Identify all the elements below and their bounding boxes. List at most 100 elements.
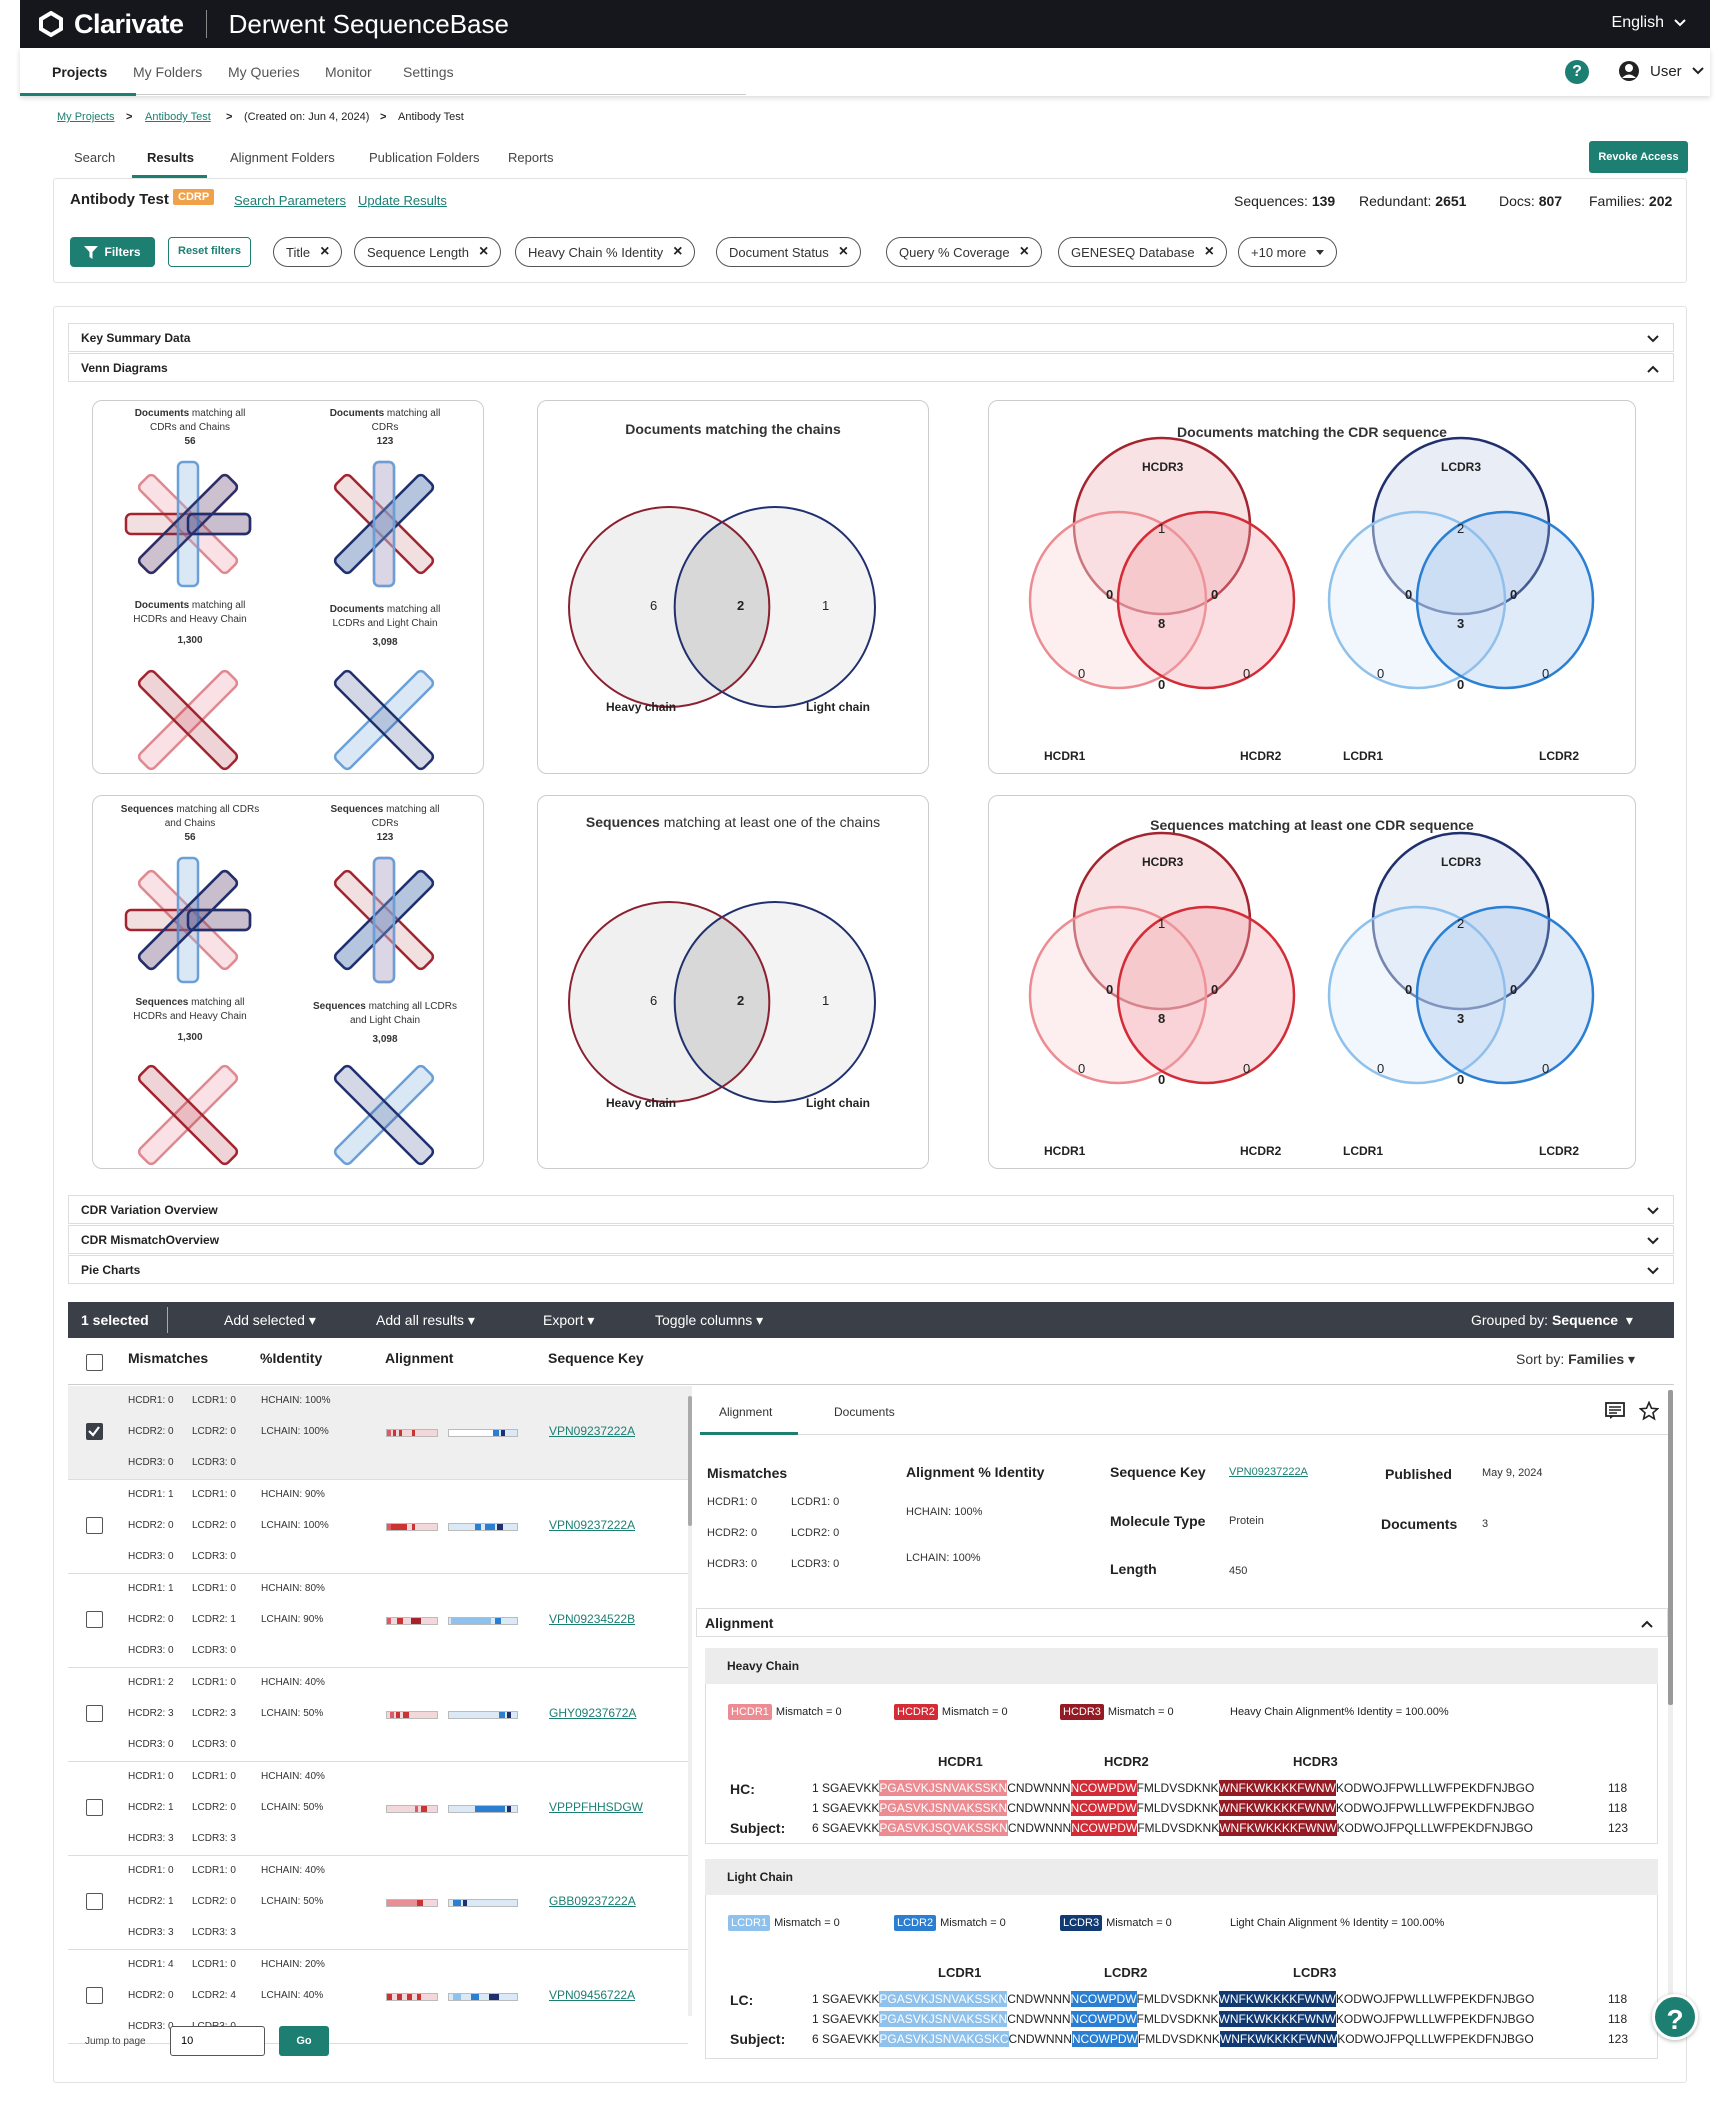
sequence-line: 1 SGAEVKKPGASVKJSNVAKSSKNCNDWNNNNCOWPDWF… — [812, 1800, 1534, 1816]
chains-venn-docs — [568, 506, 876, 708]
update-results-link[interactable]: Update Results — [358, 193, 447, 208]
table-row[interactable]: HCDR1: 0 HCDR2: 0 HCDR3: 0 LCDR1: 0 LCDR2: 0… — [68, 1386, 688, 1480]
filter-chip[interactable]: Sequence Length × — [354, 237, 502, 267]
accordion-key-summary[interactable]: Key Summary Data — [68, 323, 1674, 352]
table-row[interactable]: HCDR1: 4 HCDR2: 0 HCDR3: 0 LCDR1: 0 LCDR2: 4… — [68, 1950, 688, 2044]
logo[interactable]: Clarivate Derwent SequenceBase — [38, 8, 509, 40]
row-sequence-key-link[interactable]: VPN09237222A — [549, 1424, 636, 1438]
filter-chip[interactable]: Document Status × — [716, 237, 862, 267]
alignment-section-header[interactable]: Alignment — [696, 1608, 1668, 1637]
detail-scrollbar[interactable] — [1668, 1390, 1673, 1705]
table-row[interactable]: HCDR1: 2 HCDR2: 3 HCDR3: 0 LCDR1: 0 LCDR2: 3… — [68, 1668, 688, 1762]
row-checkbox[interactable] — [86, 1611, 103, 1628]
row-checkbox[interactable] — [86, 1705, 103, 1722]
close-icon[interactable]: × — [1019, 243, 1029, 260]
cdr-legend-item: LCDR1 Mismatch = 0 — [728, 1915, 840, 1931]
star-icon[interactable] — [1639, 1401, 1659, 1421]
filter-chip[interactable]: Title × — [273, 237, 343, 267]
detail-tab-alignment[interactable]: Alignment — [719, 1405, 773, 1419]
close-icon[interactable]: × — [320, 243, 330, 260]
close-icon[interactable]: × — [478, 243, 489, 260]
jump-to-page-input[interactable] — [170, 2026, 265, 2056]
add-all-results-button[interactable]: Add all results ▾ — [376, 1312, 475, 1328]
user-menu[interactable]: User — [1618, 60, 1704, 82]
close-icon[interactable]: × — [1204, 243, 1214, 260]
detail-sequence-key-link[interactable]: VPN09237222A — [1229, 1466, 1308, 1478]
alignment-segment — [453, 1994, 461, 2000]
filter-chip[interactable]: Query % Coverage × — [886, 237, 1042, 267]
alignment-segment — [499, 1712, 505, 1718]
nav-my-queries[interactable]: My Queries — [228, 64, 300, 80]
search-parameters-link[interactable]: Search Parameters — [234, 193, 346, 208]
toggle-columns-button[interactable]: Toggle columns ▾ — [655, 1312, 764, 1328]
row-checkbox[interactable] — [86, 1517, 103, 1534]
grouped-by-selector[interactable]: Grouped by: Sequence ▾ — [1471, 1312, 1633, 1328]
help-icon[interactable]: ? — [1565, 60, 1589, 84]
select-all-checkbox[interactable] — [86, 1354, 103, 1371]
cross-label: Documents matching all CDRs 123 — [305, 407, 465, 449]
row-sequence-key-link[interactable]: GBB09237222A — [549, 1894, 636, 1908]
tab-results[interactable]: Results — [147, 150, 194, 165]
sequence-start: 1 — [812, 1992, 823, 2006]
table-row[interactable]: HCDR1: 0 HCDR2: 1 HCDR3: 3 LCDR1: 0 LCDR2: 0… — [68, 1762, 688, 1856]
close-icon[interactable]: × — [838, 243, 849, 260]
column-header-identity[interactable]: %Identity — [260, 1350, 323, 1366]
language-selector[interactable]: English — [1612, 14, 1686, 32]
heavy-alignment-bar — [386, 1617, 438, 1625]
accordion-cdr-mismatch[interactable]: CDR MismatchOverview — [68, 1225, 1674, 1254]
cross-label-bold: Sequences — [120, 804, 174, 815]
alignment-segment — [391, 1524, 407, 1530]
breadcrumb-project[interactable]: Antibody Test — [145, 111, 211, 123]
row-checkbox[interactable] — [86, 1987, 103, 2004]
list-scrollbar[interactable] — [688, 1396, 692, 1526]
nav-my-folders[interactable]: My Folders — [133, 64, 203, 80]
table-row[interactable]: HCDR1: 0 HCDR2: 1 HCDR3: 3 LCDR1: 0 LCDR2: 0… — [68, 1856, 688, 1950]
column-header-mismatches[interactable]: Mismatches — [128, 1350, 209, 1366]
comment-icon[interactable] — [1605, 1402, 1625, 1420]
tab-alignment-folders[interactable]: Alignment Folders — [230, 150, 335, 165]
close-icon[interactable]: × — [673, 243, 683, 260]
tab-publication-folders[interactable]: Publication Folders — [369, 150, 480, 165]
floating-help-button[interactable]: ? — [1652, 1994, 1698, 2040]
accordion-pie-charts[interactable]: Pie Charts — [68, 1255, 1674, 1284]
filter-chip[interactable]: GENESEQ Database × — [1058, 237, 1227, 267]
filters-button[interactable]: Filters — [70, 237, 155, 267]
nav-projects[interactable]: Projects — [52, 64, 108, 80]
tab-search[interactable]: Search — [74, 150, 116, 165]
venn-region-value: 1 — [822, 993, 830, 1008]
detail-tab-documents[interactable]: Documents — [834, 1405, 895, 1419]
chains-venn-seq — [568, 901, 876, 1103]
revoke-access-button[interactable]: Revoke Access — [1589, 141, 1688, 173]
table-row[interactable]: HCDR1: 1 HCDR2: 0 HCDR3: 0 LCDR1: 0 LCDR2: 1… — [68, 1574, 688, 1668]
row-checkbox[interactable] — [86, 1893, 103, 1910]
row-checkbox[interactable] — [86, 1799, 103, 1816]
venn-region-value: 2 — [737, 993, 745, 1008]
row-sequence-key-link[interactable]: GHY09237672A — [549, 1706, 637, 1720]
accordion-cdr-variation[interactable]: CDR Variation Overview — [68, 1195, 1674, 1224]
row-checkbox[interactable] — [86, 1423, 103, 1440]
sort-by-selector[interactable]: Sort by: Families ▾ — [1516, 1351, 1636, 1367]
accordion-venn[interactable]: Venn Diagrams — [68, 353, 1674, 382]
row-hcdr-mismatch: HCDR3: 0 — [128, 1457, 174, 1468]
column-header-alignment[interactable]: Alignment — [385, 1350, 454, 1366]
row-sequence-key-link[interactable]: VPN09456722A — [549, 1988, 636, 2002]
add-selected-button[interactable]: Add selected ▾ — [224, 1312, 316, 1328]
row-sequence-key-link[interactable]: VPPPFHHSDGW — [549, 1800, 644, 1814]
breadcrumb-my-projects[interactable]: My Projects — [57, 111, 115, 123]
alignment-segment — [495, 1618, 501, 1624]
filter-chip[interactable]: Heavy Chain % Identity × — [515, 237, 696, 267]
reset-filters-button[interactable]: Reset filters — [168, 237, 251, 267]
nav-settings[interactable]: Settings — [403, 64, 454, 80]
more-filters-chip[interactable]: +10 more — [1238, 237, 1338, 267]
tab-reports[interactable]: Reports — [508, 150, 554, 165]
nav-monitor[interactable]: Monitor — [325, 64, 372, 80]
go-button[interactable]: Go — [279, 2026, 329, 2056]
row-sequence-key-link[interactable]: VPN09237222A — [549, 1518, 636, 1532]
row-sequence-key-link[interactable]: VPN09234522B — [549, 1612, 636, 1626]
table-row[interactable]: HCDR1: 1 HCDR2: 0 HCDR3: 0 LCDR1: 0 LCDR2: 0… — [68, 1480, 688, 1574]
column-header-sequence-key[interactable]: Sequence Key — [548, 1350, 644, 1366]
venn-region-value: 8 — [1158, 1011, 1166, 1026]
detail-tab-divider — [798, 1434, 1668, 1435]
export-button[interactable]: Export ▾ — [543, 1312, 595, 1328]
sequence-start: 6 — [812, 1821, 823, 1835]
